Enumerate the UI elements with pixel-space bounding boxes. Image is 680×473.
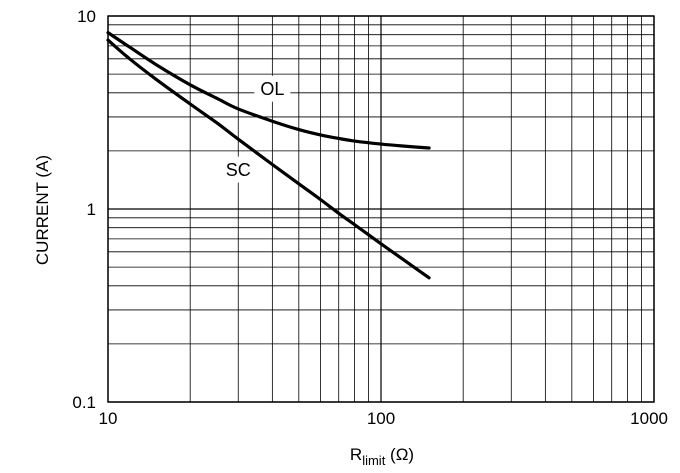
- curve-labels: OL SC: [220, 75, 291, 183]
- x-tick-label: 100: [367, 409, 395, 428]
- x-tick-label: 1000: [630, 409, 668, 428]
- series-line-ol: [106, 31, 431, 150]
- grid: [107, 15, 655, 403]
- x-tick-labels: 10 100 1000: [99, 409, 668, 428]
- y-tick-label: 10: [77, 7, 96, 26]
- x-axis-label-sub: limit: [362, 453, 385, 468]
- y-tick-label: 1: [87, 200, 96, 219]
- y-tick-label: 0.1: [72, 393, 96, 412]
- plot-frame: [107, 15, 655, 403]
- series-line-sc: [106, 38, 431, 280]
- curve-label-ol: OL: [260, 79, 284, 99]
- y-tick-labels: 0.1 1 10: [72, 7, 96, 412]
- x-axis-label-main: R: [350, 445, 362, 464]
- y-axis-label: CURRENT (A): [33, 155, 52, 265]
- curve-label-sc: SC: [226, 160, 251, 180]
- curve-label-bg: [254, 75, 291, 102]
- x-axis-label-unit: (Ω): [385, 445, 414, 464]
- x-tick-label: 10: [99, 409, 118, 428]
- series-layer: [106, 31, 431, 280]
- x-axis-label: Rlimit (Ω): [350, 445, 414, 468]
- curve-label-bg: [220, 156, 257, 183]
